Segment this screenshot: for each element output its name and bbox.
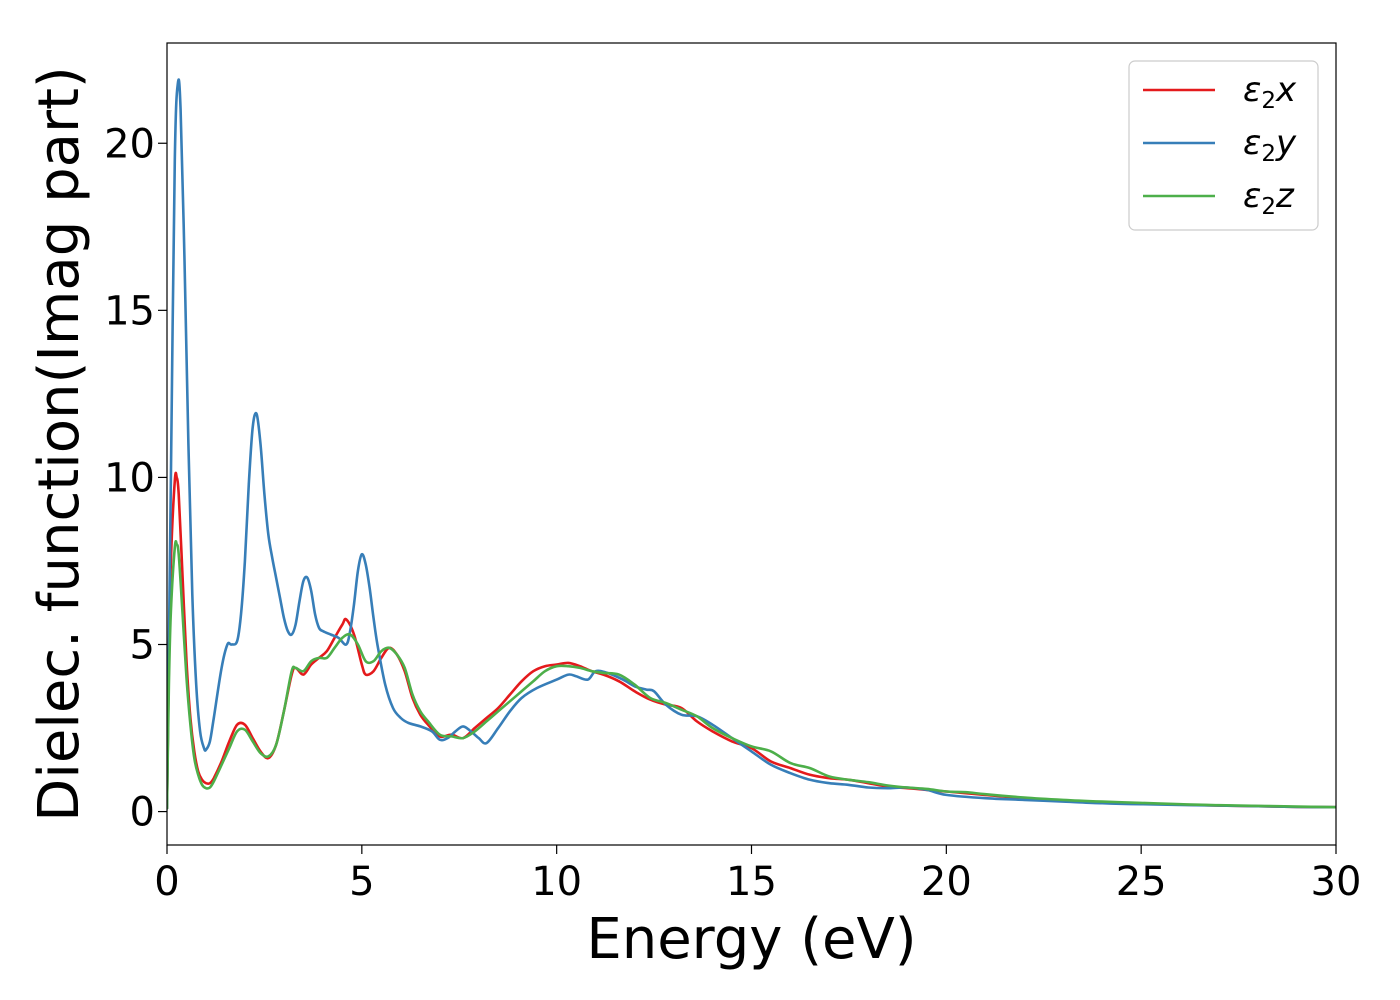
y-tick-label: 15 — [104, 288, 155, 334]
x-tick-label: 30 — [1311, 859, 1362, 905]
legend: ε2x ε2y ε2z — [1128, 60, 1319, 231]
x-tick-label: 5 — [349, 859, 374, 905]
legend-label-z: ε2z — [1243, 176, 1295, 220]
x-axis-label: Energy (eV) — [586, 907, 916, 972]
x-tick-label: 25 — [1116, 859, 1167, 905]
x-tick-label: 15 — [726, 859, 777, 905]
x-tick-label: 0 — [154, 859, 179, 905]
series-layer — [167, 78, 1336, 810]
y-tick-label: 5 — [130, 623, 155, 669]
legend-box — [1128, 60, 1319, 231]
legend-label-x: ε2x — [1243, 70, 1297, 114]
y-tick-label: 0 — [130, 790, 155, 836]
x-tick-label: 10 — [531, 859, 582, 905]
y-tick-label: 10 — [104, 455, 155, 501]
series-line-z — [167, 540, 1336, 810]
ticks-layer: 0 5 10 15 20 25 30 0 5 10 15 20 — [104, 121, 1361, 905]
series-line-y — [167, 78, 1336, 810]
legend-label-y: ε2y — [1243, 123, 1297, 167]
x-tick-label: 20 — [921, 859, 972, 905]
y-tick-label: 20 — [104, 121, 155, 167]
y-axis-label: Dielec. function(Imag part) — [27, 66, 92, 822]
